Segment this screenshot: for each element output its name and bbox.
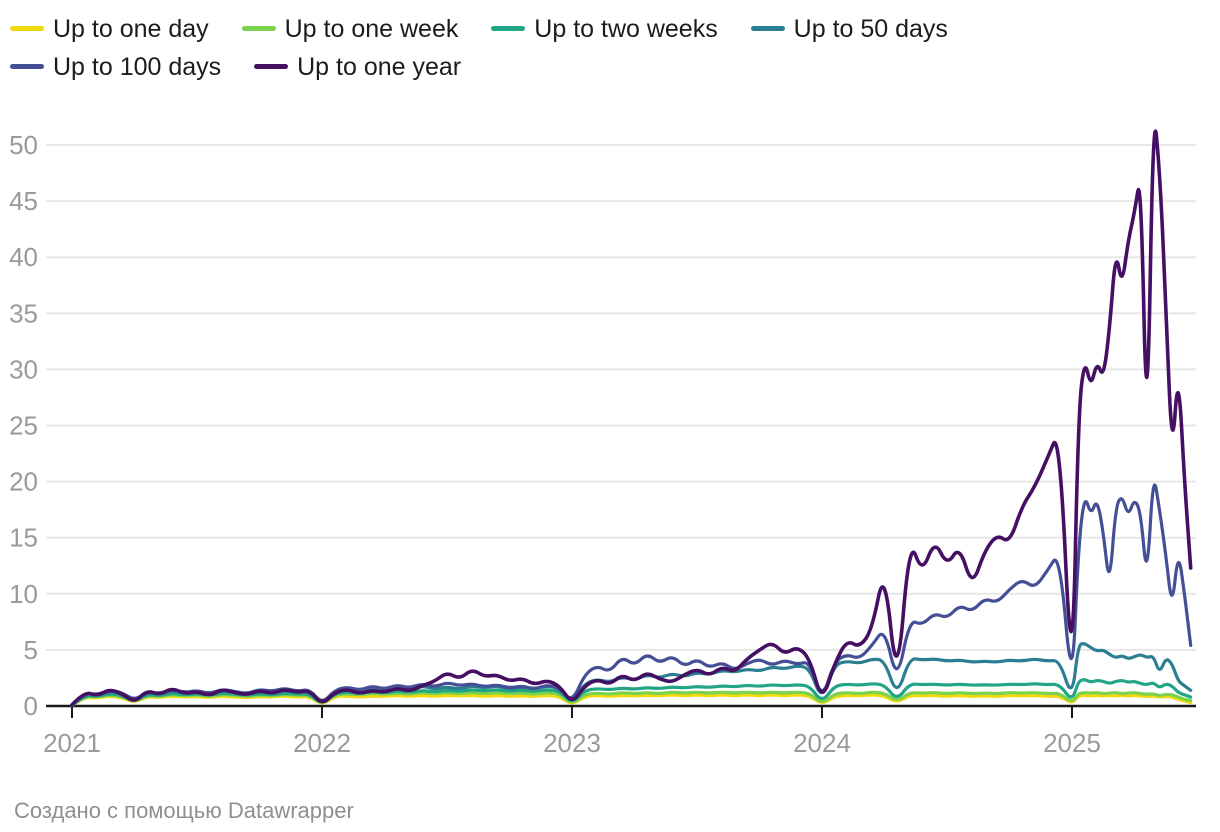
- legend-item-one-week: Up to one week: [241, 15, 459, 43]
- x-tick-label: 2023: [543, 728, 601, 758]
- y-tick-label: 45: [9, 186, 38, 216]
- legend-label: Up to one year: [297, 53, 462, 81]
- x-tick-label: 2022: [293, 728, 351, 758]
- x-tick-label: 2021: [43, 728, 101, 758]
- y-tick-label: 40: [9, 242, 38, 272]
- y-tick-label: 25: [9, 411, 38, 441]
- legend-label: Up to one day: [53, 15, 209, 43]
- legend-label: Up to 100 days: [53, 53, 222, 81]
- series-line-two-weeks: [70, 678, 1193, 707]
- chart-area: 0 5 10 15 20 25 30 35 40 45 50 2021 2022 2023 2024 2025: [9, 129, 1196, 758]
- series-line-one-year: [70, 129, 1193, 707]
- y-tick-label: 5: [24, 635, 38, 665]
- legend-item-100-days: Up to 100 days: [10, 53, 221, 81]
- y-tick-label: 10: [9, 579, 38, 609]
- y-tick-label: 30: [9, 354, 38, 384]
- legend-item-50-days: Up to 50 days: [750, 15, 948, 43]
- y-tick-label: 50: [9, 130, 38, 160]
- attribution-text: Создано с помощью Datawrapper: [14, 798, 354, 823]
- legend-swatch-icon: [254, 64, 289, 69]
- legend-swatch-icon: [10, 26, 44, 31]
- y-tick-label: 20: [9, 467, 38, 497]
- legend: Up to one day Up to one week Up to two w…: [10, 10, 1210, 86]
- series-line-100-days: [70, 483, 1193, 707]
- legend-swatch-icon: [10, 64, 44, 69]
- legend-label: Up to one week: [284, 15, 459, 43]
- legend-item-one-year: Up to one year: [254, 53, 461, 81]
- x-tick-label: 2024: [793, 728, 851, 758]
- y-tick-label: 15: [9, 523, 38, 553]
- legend-item-two-weeks: Up to two weeks: [491, 15, 718, 43]
- y-tick-label: 35: [9, 298, 38, 328]
- legend-swatch-icon: [491, 26, 526, 31]
- legend-swatch-icon: [750, 26, 785, 31]
- x-tick-label: 2025: [1043, 728, 1101, 758]
- legend-label: Up to two weeks: [534, 15, 718, 43]
- y-tick-label: 0: [24, 691, 38, 721]
- legend-item-one-day: Up to one day: [10, 15, 209, 43]
- legend-label: Up to 50 days: [793, 15, 948, 43]
- legend-swatch-icon: [241, 26, 276, 31]
